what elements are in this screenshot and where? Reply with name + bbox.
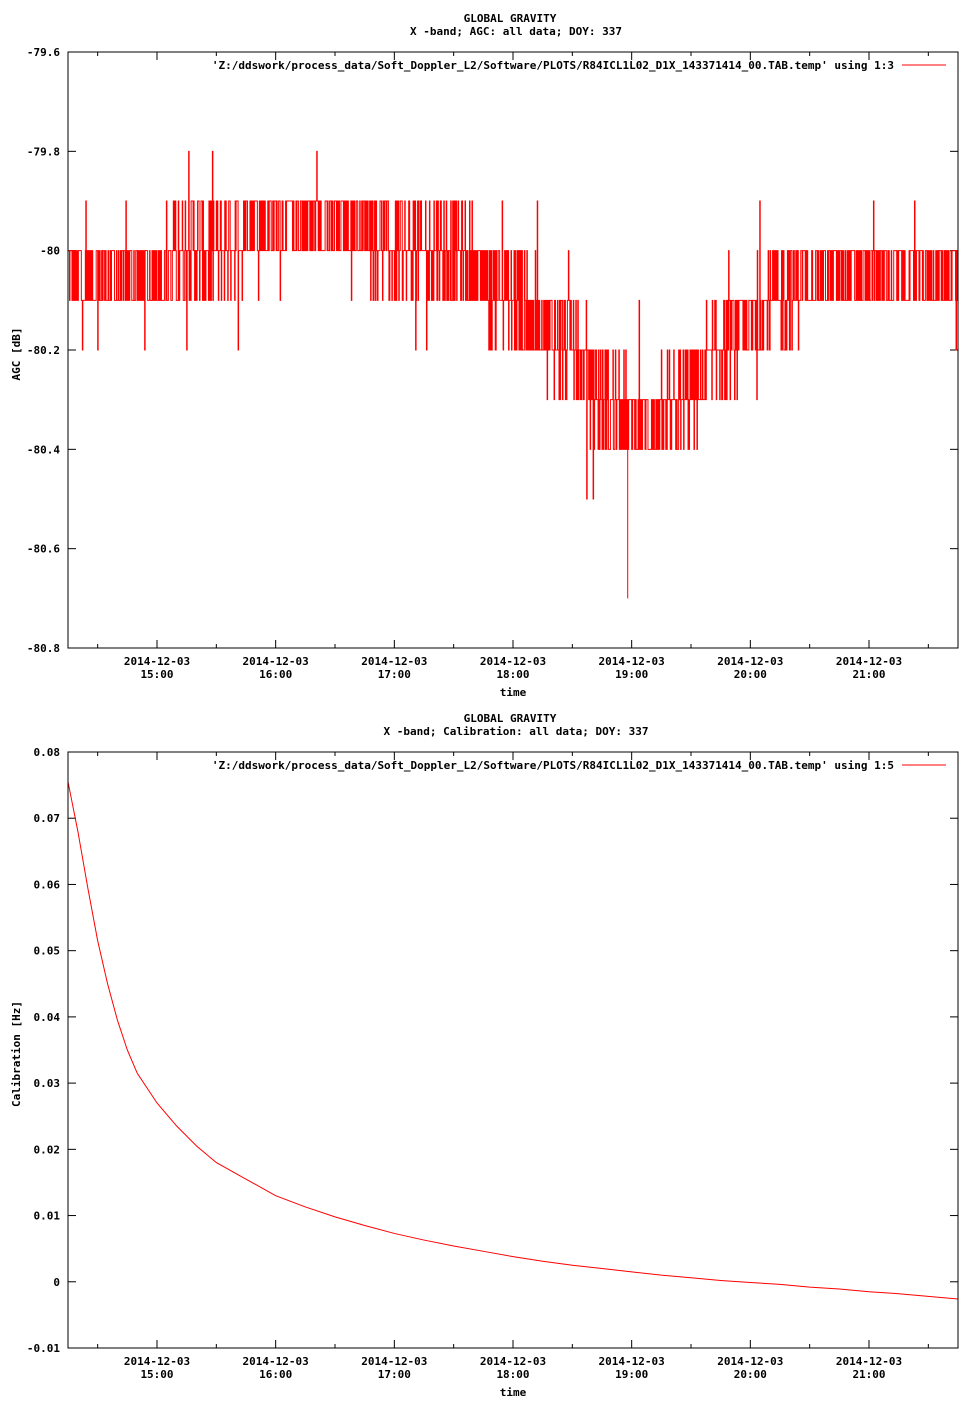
- y-tick-label: 0.07: [34, 812, 61, 825]
- x-tick-label-date: 2014-12-03: [124, 655, 190, 668]
- x-tick-label-date: 2014-12-03: [243, 655, 309, 668]
- legend-label: 'Z:/ddswork/process_data/Soft_Doppler_L2…: [212, 59, 894, 72]
- plot-frame: [67, 751, 959, 1349]
- x-tick-label-date: 2014-12-03: [717, 655, 783, 668]
- y-tick-label: -80.4: [27, 443, 60, 456]
- x-tick-label-date: 2014-12-03: [836, 655, 902, 668]
- x-tick-label-time: 21:00: [852, 1368, 885, 1381]
- x-tick-label-time: 20:00: [734, 1368, 767, 1381]
- x-tick-label-time: 17:00: [378, 668, 411, 681]
- x-tick-label-date: 2014-12-03: [361, 655, 427, 668]
- x-tick-label-date: 2014-12-03: [599, 655, 665, 668]
- x-tick-label-date: 2014-12-03: [243, 1355, 309, 1368]
- x-tick-label-time: 19:00: [615, 668, 648, 681]
- y-tick-label: 0.05: [34, 945, 61, 958]
- x-tick-label-time: 16:00: [259, 668, 292, 681]
- x-tick-label-date: 2014-12-03: [361, 1355, 427, 1368]
- x-tick-label-date: 2014-12-03: [836, 1355, 902, 1368]
- x-tick-label-time: 21:00: [852, 668, 885, 681]
- y-tick-label: 0.04: [34, 1011, 61, 1024]
- y-tick-label: -80.2: [27, 344, 60, 357]
- y-tick-label: 0.06: [34, 878, 61, 891]
- y-tick-label: 0: [53, 1276, 60, 1289]
- x-axis-label: time: [500, 686, 527, 699]
- y-tick-label: -0.01: [27, 1342, 60, 1355]
- x-tick-label-time: 16:00: [259, 1368, 292, 1381]
- y-tick-label: 0.03: [34, 1077, 61, 1090]
- chart-subtitle: X -band; AGC: all data; DOY: 337: [410, 25, 622, 38]
- x-tick-label-date: 2014-12-03: [717, 1355, 783, 1368]
- y-tick-label: 0.01: [34, 1210, 61, 1223]
- x-tick-label-time: 20:00: [734, 668, 767, 681]
- y-tick-label: 0.02: [34, 1143, 61, 1156]
- chart-title: GLOBAL GRAVITY: [464, 12, 557, 25]
- y-axis-label: AGC [dB]: [10, 328, 23, 381]
- y-tick-label: -80.6: [27, 543, 60, 556]
- y-tick-label: -79.6: [27, 46, 60, 59]
- x-tick-label-time: 17:00: [378, 1368, 411, 1381]
- x-tick-label-time: 18:00: [496, 668, 529, 681]
- chart-subtitle: X -band; Calibration: all data; DOY: 337: [384, 725, 649, 738]
- x-tick-label-date: 2014-12-03: [599, 1355, 665, 1368]
- y-tick-label: -79.8: [27, 145, 60, 158]
- y-tick-label: 0.08: [34, 746, 61, 759]
- x-axis-label: time: [500, 1386, 527, 1399]
- x-tick-label-date: 2014-12-03: [480, 1355, 546, 1368]
- x-tick-label-time: 15:00: [140, 668, 173, 681]
- x-tick-label-time: 15:00: [140, 1368, 173, 1381]
- x-tick-label-time: 18:00: [496, 1368, 529, 1381]
- series-line: [68, 150, 959, 500]
- y-tick-label: -80.8: [27, 642, 60, 655]
- x-tick-label-date: 2014-12-03: [480, 655, 546, 668]
- chart-title: GLOBAL GRAVITY: [464, 712, 557, 725]
- y-tick-label: -80: [40, 245, 60, 258]
- x-tick-label-time: 19:00: [615, 1368, 648, 1381]
- x-tick-label-date: 2014-12-03: [124, 1355, 190, 1368]
- legend-label: 'Z:/ddswork/process_data/Soft_Doppler_L2…: [212, 759, 894, 772]
- series-line: [67, 781, 959, 1300]
- y-axis-label: Calibration [Hz]: [10, 1001, 23, 1107]
- plot-frame: [67, 51, 959, 649]
